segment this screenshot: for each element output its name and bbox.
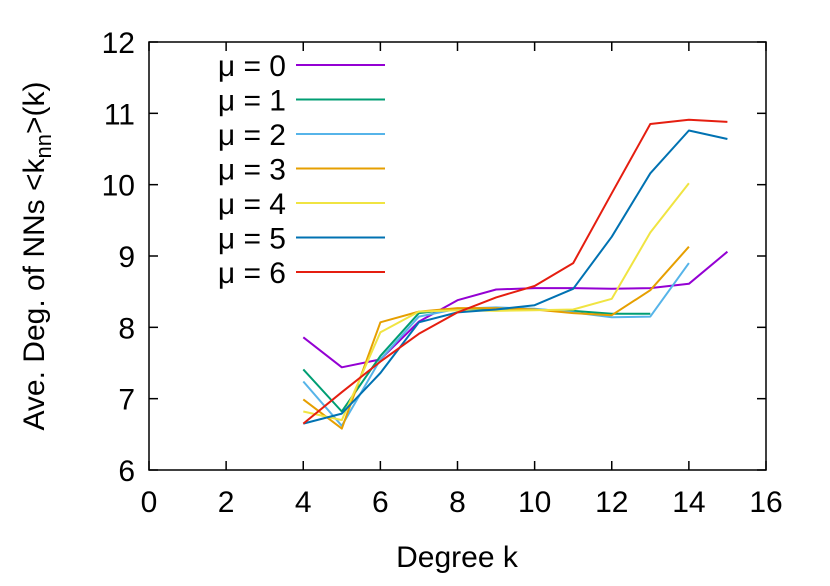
y-axis-label-subscript: nn xyxy=(31,134,56,158)
series-line-mu-6 xyxy=(302,118,728,425)
x-tick-label: 0 xyxy=(141,486,158,519)
x-tick-label: 14 xyxy=(672,486,705,519)
series-line-mu-5 xyxy=(303,129,728,425)
y-tick-label: 7 xyxy=(118,384,135,417)
y-axis-label-suffix: >(k) xyxy=(18,81,51,134)
series-line-mu-4 xyxy=(303,182,690,422)
y-tick-label: 10 xyxy=(102,170,135,203)
legend-label-mu-2: μ = 2 xyxy=(218,119,286,152)
series-line-mu-3 xyxy=(302,246,690,430)
y-tick-label: 9 xyxy=(118,241,135,274)
x-tick-label: 10 xyxy=(518,486,551,519)
y-tick-label: 8 xyxy=(118,312,135,345)
legend-label-mu-6: μ = 6 xyxy=(218,257,286,290)
y-tick-label: 6 xyxy=(118,455,135,488)
legend-label-mu-0: μ = 0 xyxy=(218,50,286,83)
legend-label-mu-1: μ = 1 xyxy=(218,85,286,118)
x-tick-label: 6 xyxy=(372,486,389,519)
legend-label-mu-3: μ = 3 xyxy=(218,154,286,187)
y-axis-label: Ave. Deg. of NNs <knn>(k) xyxy=(18,81,56,430)
x-tick-label: 4 xyxy=(295,486,312,519)
y-tick-label: 11 xyxy=(104,98,135,131)
series-line-mu-1 xyxy=(302,307,651,413)
legend-label-mu-4: μ = 4 xyxy=(218,188,286,221)
x-tick-label: 8 xyxy=(449,486,466,519)
axis-ticks: 0 2 4 6 8 10 12 14 16 6 7 8 9 10 11 12 xyxy=(102,27,783,519)
series-lines xyxy=(302,118,729,430)
x-tick-label: 16 xyxy=(749,486,782,519)
legend: μ = 0μ = 1μ = 2μ = 3μ = 4μ = 5μ = 6 xyxy=(218,50,385,290)
legend-label-mu-5: μ = 5 xyxy=(218,223,286,256)
y-tick-label: 12 xyxy=(102,27,135,60)
x-tick-label: 12 xyxy=(595,486,628,519)
x-tick-label: 2 xyxy=(218,486,235,519)
series-line-mu-0 xyxy=(302,250,729,369)
y-axis-label-prefix: Ave. Deg. of NNs <k xyxy=(18,157,51,430)
x-axis-label: Degree k xyxy=(396,541,519,574)
